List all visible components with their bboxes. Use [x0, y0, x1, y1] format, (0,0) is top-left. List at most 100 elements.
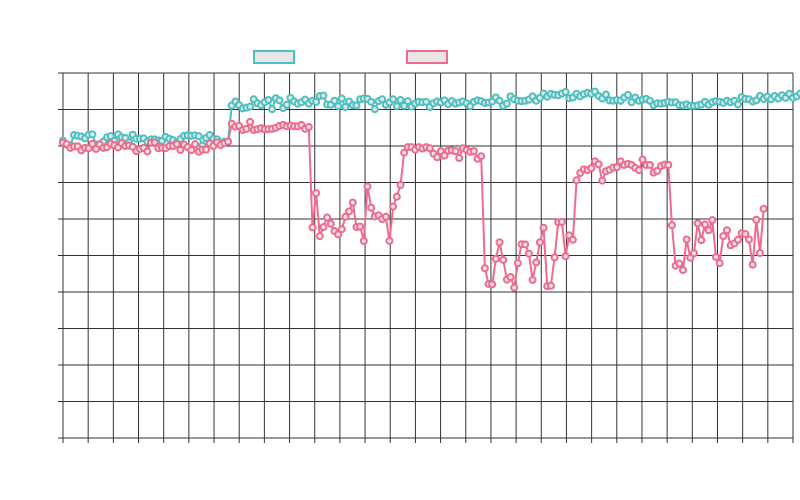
data-point [341, 212, 350, 221]
series-2 [59, 117, 768, 292]
grid [62, 72, 794, 439]
data-point [389, 202, 398, 211]
data-point [667, 221, 676, 230]
data-point [323, 213, 332, 222]
data-point [719, 232, 728, 241]
data-point [385, 236, 394, 245]
data-point [755, 248, 764, 257]
data-point [392, 102, 401, 111]
data-point [242, 124, 251, 133]
data-point [224, 137, 233, 146]
data-point [326, 219, 335, 228]
data-point [308, 223, 317, 232]
data-point [451, 147, 460, 156]
data-point [587, 164, 596, 173]
data-point [557, 217, 566, 226]
data-point [715, 259, 724, 268]
data-point [392, 192, 401, 201]
data-point [367, 203, 376, 212]
data-point [345, 207, 354, 216]
data-point [246, 102, 255, 111]
data-point [539, 223, 548, 232]
data-point [499, 255, 508, 264]
data-point [264, 96, 273, 105]
data-point [370, 105, 379, 114]
data-point [693, 219, 702, 228]
legend-swatch [406, 50, 448, 64]
data-point [315, 232, 324, 241]
data-point [638, 155, 647, 164]
data-point [337, 225, 346, 234]
data-point [733, 235, 742, 244]
data-point [319, 91, 328, 100]
data-point [312, 189, 321, 198]
data-point [425, 144, 434, 153]
data-point [176, 146, 185, 155]
data-point [88, 130, 97, 139]
data-point [304, 123, 313, 132]
data-point [187, 146, 196, 155]
data-point [528, 275, 537, 284]
data-point [275, 96, 284, 105]
legend [253, 50, 448, 64]
data-point [708, 216, 717, 225]
data-point [741, 229, 750, 238]
data-point [330, 96, 339, 105]
data-point [752, 215, 761, 224]
data-point [400, 148, 409, 157]
data-point [502, 99, 511, 108]
data-point [524, 249, 533, 258]
data-point [396, 96, 405, 105]
data-point [319, 223, 328, 232]
data-point [682, 235, 691, 244]
data-point [363, 182, 372, 191]
data-point [722, 226, 731, 235]
data-point [535, 238, 544, 247]
data-point [433, 153, 442, 162]
data-point [389, 95, 398, 104]
data-point [568, 235, 577, 244]
data-point [381, 212, 390, 221]
data-point [352, 101, 361, 110]
data-point [488, 280, 497, 289]
data-point [550, 253, 559, 262]
data-point [506, 273, 515, 282]
data-point [572, 176, 581, 185]
data-point [334, 230, 343, 239]
series-1 [59, 87, 800, 150]
data-point [733, 100, 742, 109]
data-point [623, 90, 632, 99]
legend-item [406, 50, 448, 64]
data-point [194, 132, 203, 141]
data-point [312, 97, 321, 106]
data-point [634, 166, 643, 175]
data-point [594, 160, 603, 169]
data-point [356, 222, 365, 231]
data-point [282, 100, 291, 109]
data-point [521, 240, 530, 249]
data-point [480, 264, 489, 273]
data-point [172, 140, 181, 149]
data-point [546, 281, 555, 290]
axes [58, 72, 794, 443]
data-point [143, 147, 152, 156]
data-point [612, 163, 621, 172]
data-point [469, 147, 478, 156]
data-point [796, 89, 800, 98]
data-point [422, 97, 431, 106]
data-point [202, 145, 211, 154]
data-point [598, 176, 607, 185]
data-point [711, 252, 720, 261]
data-point [367, 97, 376, 106]
data-point [510, 283, 519, 292]
data-point [513, 259, 522, 268]
data-point [704, 226, 713, 235]
series-layer [59, 87, 800, 292]
data-point [744, 235, 753, 244]
data-point [337, 94, 346, 103]
data-point [645, 160, 654, 169]
data-point [697, 236, 706, 245]
data-point [561, 252, 570, 261]
data-point [678, 266, 687, 275]
